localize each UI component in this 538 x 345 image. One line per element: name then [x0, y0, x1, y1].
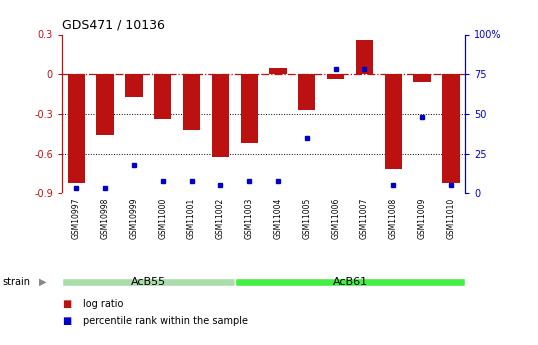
Text: GSM11005: GSM11005	[302, 197, 312, 239]
Text: GSM11001: GSM11001	[187, 197, 196, 239]
Text: GSM11000: GSM11000	[158, 197, 167, 239]
Text: GSM11008: GSM11008	[389, 197, 398, 239]
Text: ▶: ▶	[39, 277, 47, 287]
Text: GSM11010: GSM11010	[447, 197, 456, 239]
Text: ■: ■	[62, 316, 71, 326]
Bar	[356, 40, 373, 74]
Bar	[96, 74, 114, 135]
Text: GSM11009: GSM11009	[417, 197, 427, 239]
Bar	[68, 74, 85, 183]
Text: GSM11003: GSM11003	[245, 197, 254, 239]
Bar	[235, 278, 465, 286]
Bar	[385, 74, 402, 169]
Bar	[442, 74, 459, 183]
Text: GSM11004: GSM11004	[273, 197, 282, 239]
Bar	[62, 278, 235, 286]
Bar	[183, 74, 200, 130]
Text: GSM11007: GSM11007	[360, 197, 369, 239]
Text: AcB55: AcB55	[131, 277, 166, 287]
Bar	[298, 74, 315, 110]
Text: GDS471 / 10136: GDS471 / 10136	[62, 19, 165, 32]
Bar	[240, 74, 258, 143]
Bar	[414, 74, 431, 82]
Text: GSM10999: GSM10999	[130, 197, 138, 239]
Text: AcB61: AcB61	[332, 277, 367, 287]
Text: strain: strain	[3, 277, 31, 287]
Bar	[270, 68, 287, 74]
Text: percentile rank within the sample: percentile rank within the sample	[83, 316, 249, 326]
Bar	[125, 74, 143, 97]
Text: GSM11002: GSM11002	[216, 197, 225, 239]
Text: log ratio: log ratio	[83, 299, 124, 308]
Text: GSM10997: GSM10997	[72, 197, 81, 239]
Text: ■: ■	[62, 299, 71, 308]
Text: GSM11006: GSM11006	[331, 197, 340, 239]
Bar	[154, 74, 172, 119]
Text: GSM10998: GSM10998	[101, 197, 110, 239]
Bar	[212, 74, 229, 157]
Bar	[327, 74, 344, 79]
